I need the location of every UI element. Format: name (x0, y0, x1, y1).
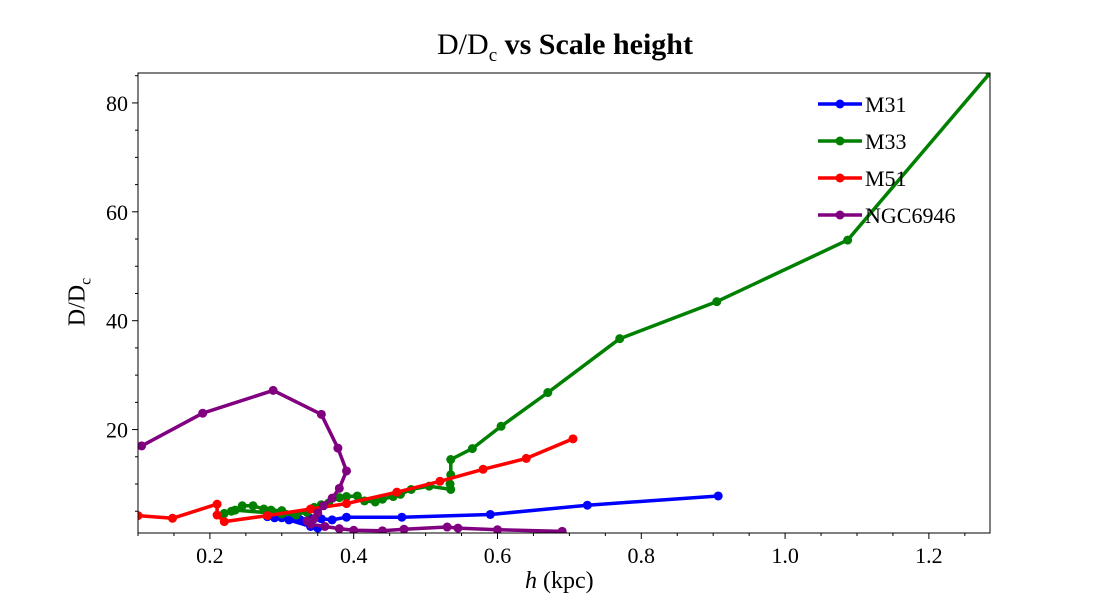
series-m51 (138, 434, 578, 527)
legend-marker (835, 210, 845, 220)
data-point-m51 (219, 517, 229, 527)
legend-label: M33 (865, 129, 907, 154)
legend-marker (835, 99, 845, 109)
y-tick-label: 40 (106, 309, 128, 334)
data-point-m51 (306, 504, 316, 514)
axis-ticks: 0.2 0.4 0.6 0.8 1.0 1.2 20 40 60 80 (106, 75, 966, 568)
data-point-ngc6946 (342, 466, 352, 476)
data-point-ngc6946 (334, 483, 344, 493)
data-point-ngc6946 (453, 523, 463, 533)
data-point-ngc6946 (492, 525, 502, 533)
x-tick-label: 0.2 (196, 543, 224, 568)
data-point-ngc6946 (442, 522, 452, 532)
data-point-m51 (392, 487, 402, 497)
plot-frame (137, 72, 991, 534)
data-point-m33 (342, 492, 352, 502)
data-point-m51 (212, 499, 222, 509)
data-point-m31 (397, 512, 407, 522)
data-point-m33 (370, 497, 380, 507)
legend-label: NGC6946 (865, 203, 955, 228)
data-point-m51 (212, 510, 222, 520)
data-point-ngc6946 (138, 441, 147, 451)
data-point-m33 (843, 235, 853, 245)
data-point-m31 (582, 500, 592, 510)
data-point-ngc6946 (399, 524, 409, 533)
x-tick-label: 1.2 (915, 543, 943, 568)
series-ngc6946 (138, 385, 567, 533)
data-point-m51 (342, 499, 352, 509)
series-line-m51 (138, 437, 574, 524)
legend: M31 M33 M51 NGC6946 (818, 92, 955, 228)
data-point-m33 (230, 505, 240, 515)
data-point-m33 (985, 73, 990, 78)
data-point-ngc6946 (334, 524, 344, 533)
data-point-ngc6946 (320, 521, 330, 531)
y-tick-label: 60 (106, 200, 128, 225)
legend-entry-m31: M31 (818, 92, 907, 117)
data-point-ngc6946 (349, 525, 359, 533)
legend-label: M31 (865, 92, 907, 117)
data-point-m33 (334, 493, 344, 503)
data-point-ngc6946 (198, 408, 208, 418)
data-point-ngc6946 (268, 385, 278, 395)
data-point-m33 (219, 508, 229, 518)
plot-lines (138, 73, 990, 533)
data-point-m51 (435, 476, 445, 486)
data-point-m31 (485, 509, 495, 519)
data-point-m33 (712, 297, 722, 307)
data-point-ngc6946 (316, 409, 326, 419)
data-point-m33 (496, 421, 506, 431)
data-point-m51 (168, 513, 178, 523)
data-point-m31 (327, 515, 337, 525)
x-tick-label: 0.6 (484, 543, 512, 568)
chart-title: D/Dc vs Scale height (437, 28, 693, 66)
data-point-m33 (446, 484, 456, 494)
legend-entry-ngc6946: NGC6946 (818, 203, 955, 228)
x-tick-label: 1.0 (771, 543, 799, 568)
data-point-m33 (543, 388, 553, 398)
data-point-m51 (521, 453, 531, 463)
data-point-m33 (615, 334, 625, 344)
data-point-m31 (342, 512, 352, 522)
y-tick-label: 80 (106, 91, 128, 116)
data-point-ngc6946 (557, 526, 567, 533)
legend-entry-m33: M33 (818, 129, 907, 154)
data-point-m51 (568, 434, 578, 444)
data-point-m31 (284, 515, 294, 525)
data-point-ngc6946 (333, 443, 343, 453)
data-point-ngc6946 (318, 501, 328, 511)
x-tick-label: 0.8 (628, 543, 656, 568)
legend-marker (835, 136, 845, 146)
data-point-m51 (478, 464, 488, 474)
data-point-m33 (237, 501, 247, 511)
data-point-ngc6946 (306, 519, 316, 529)
data-point-m33 (352, 491, 362, 501)
data-point-m33 (248, 501, 258, 511)
legend-entry-m51: M51 (818, 166, 907, 191)
x-axis-label: h (kpc) (525, 568, 594, 594)
data-point-ngc6946 (377, 526, 387, 533)
data-point-ngc6946 (327, 493, 337, 503)
y-tick-label: 20 (106, 418, 128, 443)
data-point-m51 (138, 511, 143, 521)
legend-label: M51 (865, 166, 907, 191)
x-tick-label: 0.4 (340, 543, 368, 568)
legend-marker (835, 173, 845, 183)
data-point-m33 (467, 444, 477, 454)
y-axis-label: D/Dc (64, 277, 95, 327)
data-point-m33 (446, 455, 456, 465)
data-point-m51 (262, 511, 272, 521)
data-point-m31 (713, 491, 723, 501)
